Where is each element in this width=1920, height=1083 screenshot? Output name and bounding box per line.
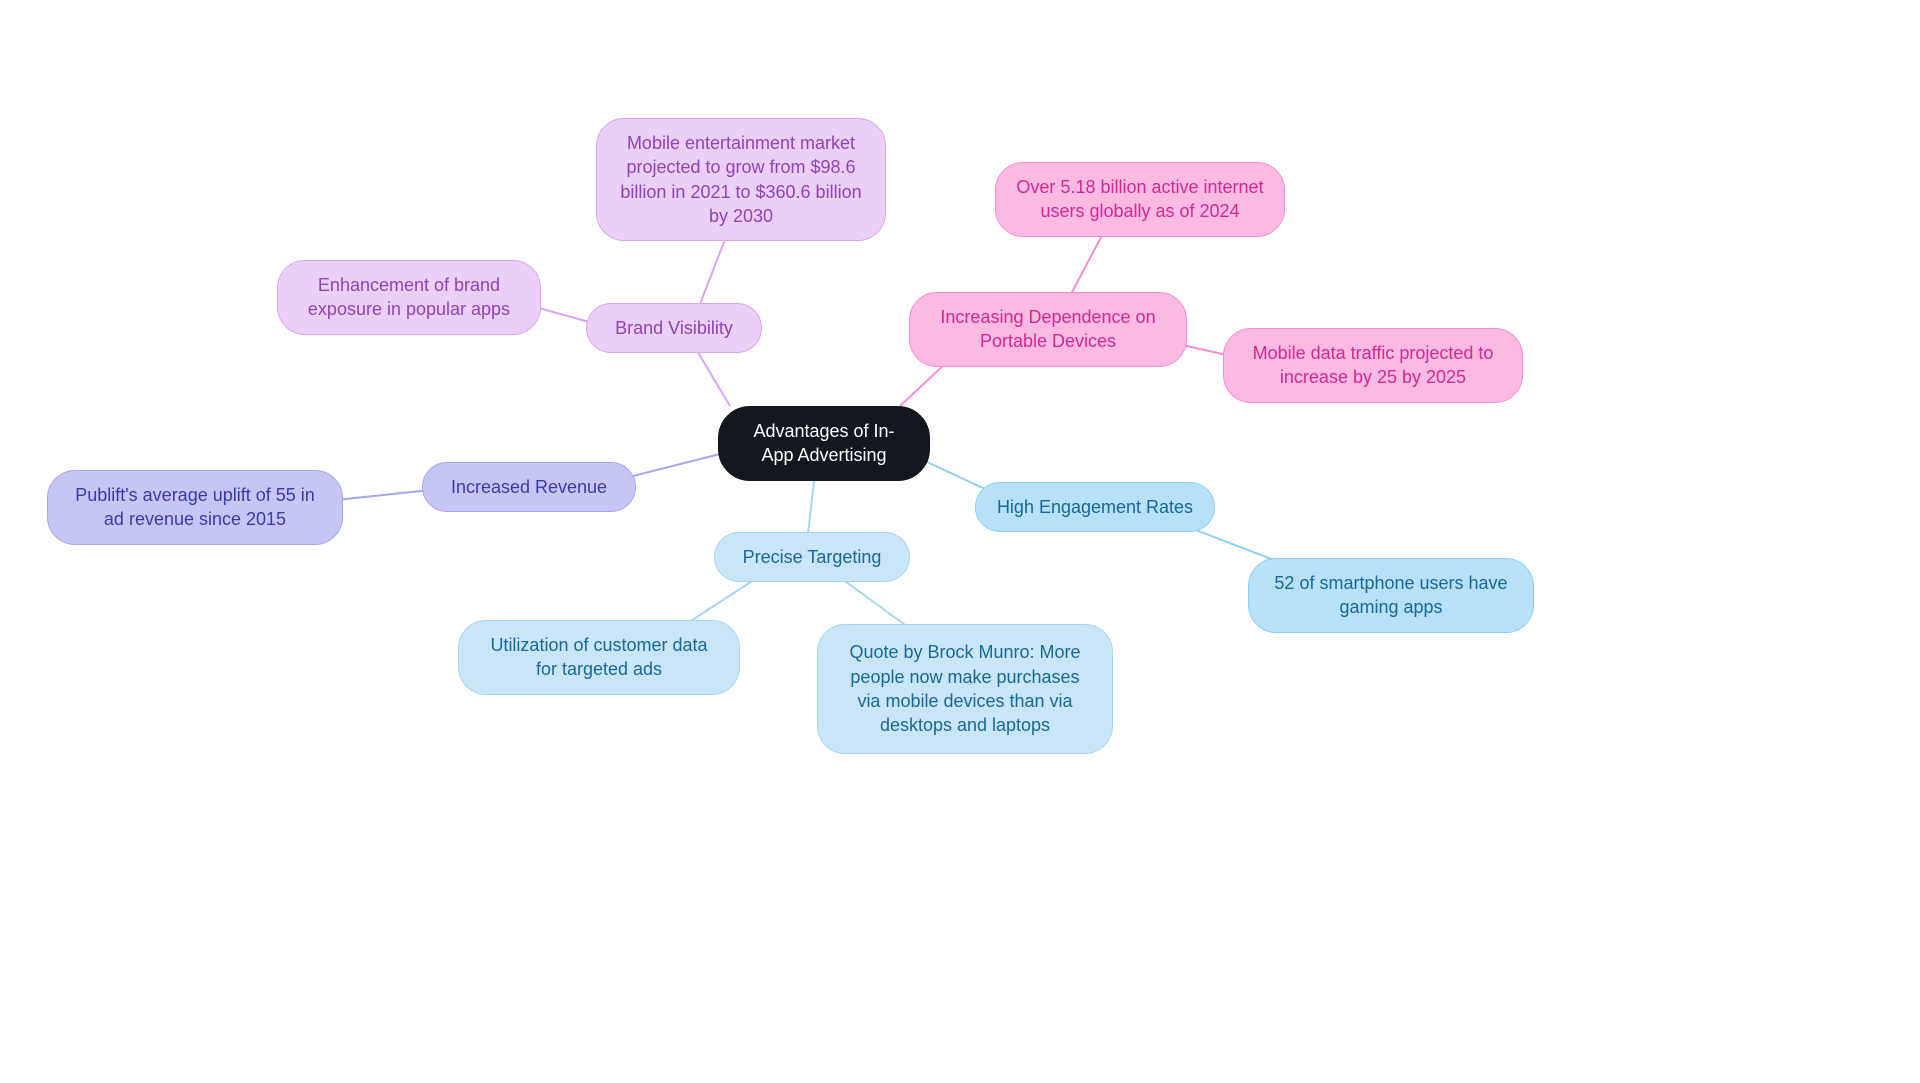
leaf-revenue-0: Publift's average uplift of 55 in ad rev… bbox=[47, 470, 343, 545]
branch-brand-visibility: Brand Visibility bbox=[586, 303, 762, 353]
branch-portable-devices: Increasing Dependence on Portable Device… bbox=[909, 292, 1187, 367]
center-node: Advantages of In-App Advertising bbox=[718, 406, 930, 481]
branch-targeting: Precise Targeting bbox=[714, 532, 910, 582]
leaf-brand-visibility-0: Mobile entertainment market projected to… bbox=[596, 118, 886, 241]
leaf-portable-devices-1: Mobile data traffic projected to increas… bbox=[1223, 328, 1523, 403]
leaf-portable-devices-0: Over 5.18 billion active internet users … bbox=[995, 162, 1285, 237]
leaf-targeting-1: Quote by Brock Munro: More people now ma… bbox=[817, 624, 1113, 754]
branch-revenue: Increased Revenue bbox=[422, 462, 636, 512]
leaf-engagement-0: 52 of smartphone users have gaming apps bbox=[1248, 558, 1534, 633]
leaf-targeting-0: Utilization of customer data for targete… bbox=[458, 620, 740, 695]
branch-engagement: High Engagement Rates bbox=[975, 482, 1215, 532]
leaf-brand-visibility-1: Enhancement of brand exposure in popular… bbox=[277, 260, 541, 335]
